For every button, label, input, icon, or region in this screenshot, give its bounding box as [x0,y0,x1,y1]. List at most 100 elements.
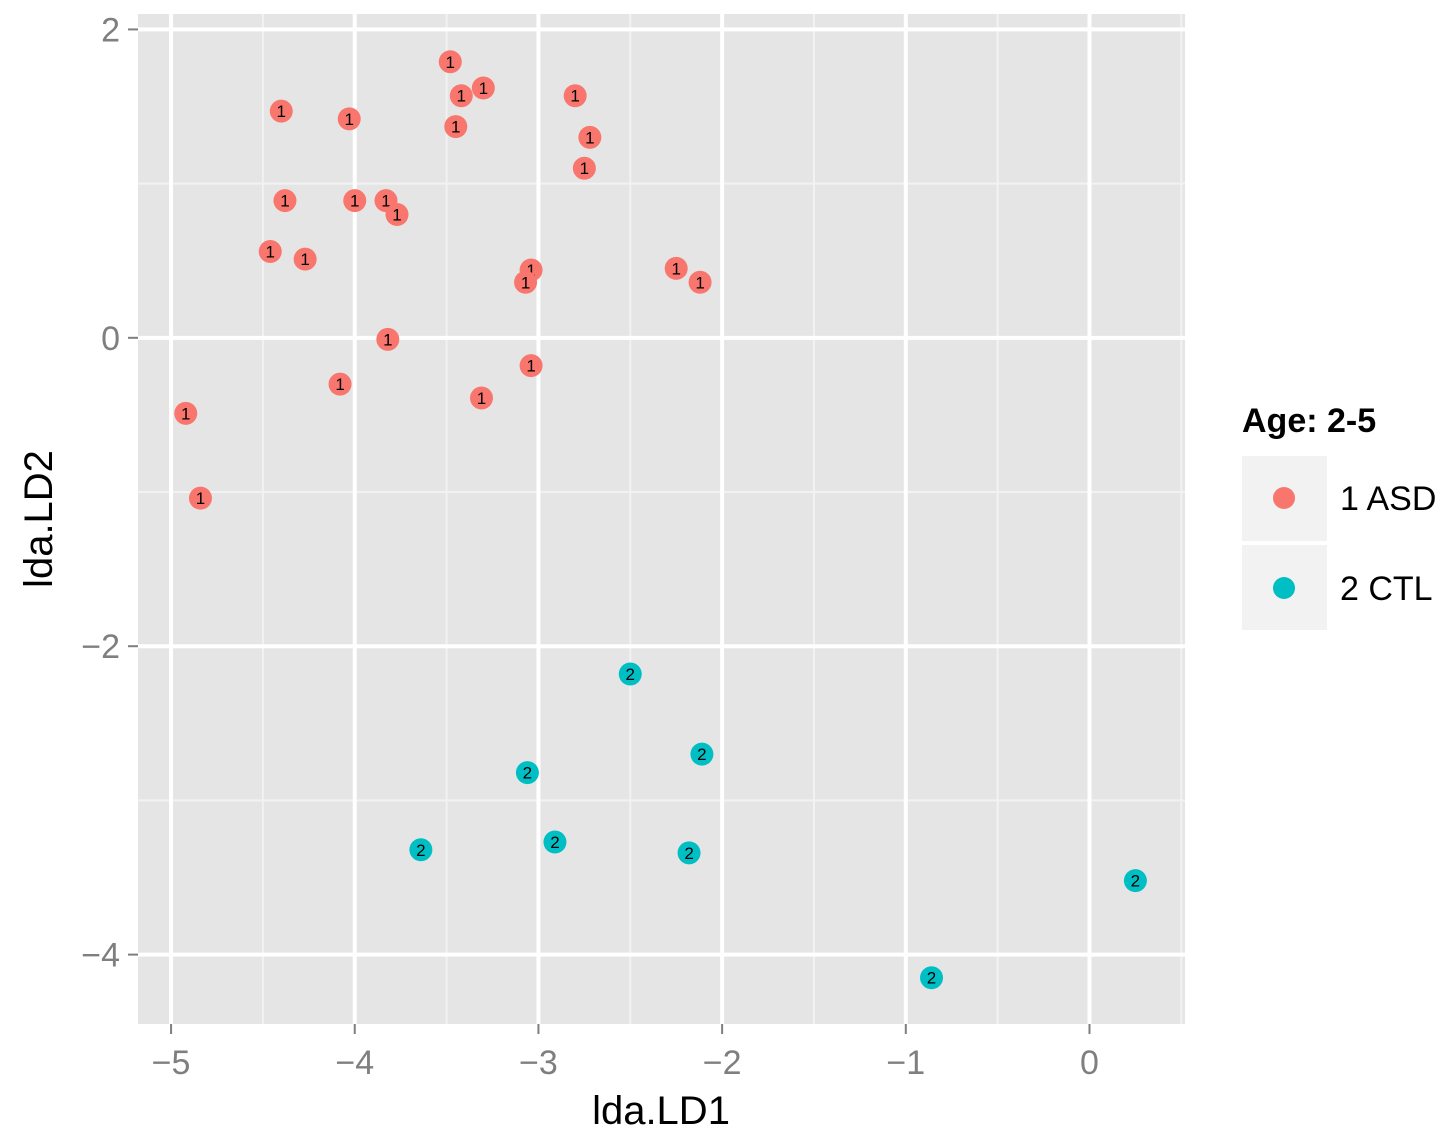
data-point-marker [1123,869,1147,893]
data-point: 1 [385,202,409,226]
data-point-label: 1 [392,205,401,224]
data-point-label: 1 [585,128,594,147]
data-point: 1 [188,486,212,510]
data-point-label: 1 [695,273,704,292]
data-point-marker [293,247,317,271]
data-point-label: 1 [526,261,535,280]
minor-gridlines [138,14,1185,1024]
data-point-label: 1 [335,375,344,394]
data-point-label: 1 [181,404,190,423]
data-point: 2 [677,841,701,865]
data-point: 1 [438,50,462,74]
data-point-marker [188,486,212,510]
data-point-marker [688,270,712,294]
data-point-marker [618,662,642,686]
data-point-marker [519,354,543,378]
data-point: 1 [563,84,587,108]
data-point: 1 [688,270,712,294]
data-point: 2 [543,830,567,854]
data-point: 1 [578,125,602,149]
data-point-label: 2 [697,745,706,764]
x-tick-label: −3 [519,1044,558,1082]
y-axis-title: lda.LD2 [17,450,61,588]
data-point: 2 [920,966,944,990]
legend-key-asd [1273,487,1295,509]
legend-title: Age: 2-5 [1242,402,1376,440]
y-tick-label: −4 [81,937,120,975]
y-tick-label: 2 [101,11,120,49]
plot-panel [138,14,1185,1024]
data-point-label: 1 [266,242,275,261]
legend: Age: 2-5 1 ASD 2 CTL [1242,402,1436,630]
data-point-label: 1 [479,79,488,98]
x-tick-label: −4 [335,1044,374,1082]
data-point: 1 [269,99,293,123]
data-point: 1 [444,115,468,139]
data-point: 1 [572,156,596,180]
x-axis-title: lda.LD1 [592,1089,730,1132]
data-point-marker [444,115,468,139]
data-point-label: 1 [196,489,205,508]
major-gridlines [138,14,1185,1024]
data-point: 1 [258,239,282,263]
data-point-marker [337,107,361,131]
data-point-marker [578,125,602,149]
data-point-marker [376,327,400,351]
data-point: 1 [664,256,688,280]
data-point: 2 [409,838,433,862]
data-point-label: 1 [570,87,579,106]
data-point-label: 1 [280,192,289,211]
data-point-marker [515,761,539,785]
data-point-marker [514,270,538,294]
data-point-label: 2 [684,844,693,863]
data-point: 1 [376,327,400,351]
data-point-label: 1 [580,159,589,178]
data-point-marker [385,202,409,226]
data-point-label: 1 [345,110,354,129]
data-point: 2 [515,761,539,785]
x-tick-label: −2 [703,1044,742,1082]
data-point-marker [174,401,198,425]
y-tick-label: −2 [81,628,120,666]
data-point-marker [258,239,282,263]
data-point: 1 [514,270,538,294]
data-point-label: 1 [446,53,455,72]
data-point-label: 1 [671,259,680,278]
data-point: 2 [618,662,642,686]
data-point-marker [690,742,714,766]
x-tick-label: −5 [152,1044,191,1082]
data-point-marker [920,966,944,990]
data-point-label: 1 [383,330,392,349]
data-point: 1 [293,247,317,271]
data-point-label: 2 [416,841,425,860]
data-point-marker [438,50,462,74]
data-point-label: 2 [550,833,559,852]
data-point-label: 1 [381,192,390,211]
data-point-marker [409,838,433,862]
data-point: 1 [469,386,493,410]
data-point-marker [269,99,293,123]
data-point: 1 [471,76,495,100]
data-point: 1 [174,401,198,425]
data-point: 1 [343,189,367,213]
data-point-label: 2 [927,969,936,988]
data-point-label: 2 [1131,872,1140,891]
data-point-marker [469,386,493,410]
data-point-marker [328,372,352,396]
data-point: 1 [519,354,543,378]
data-point-marker [449,84,473,108]
x-tick-label: 0 [1080,1044,1099,1082]
data-point-label: 1 [451,118,460,137]
legend-label-ctl: 2 CTL [1340,570,1433,608]
axis-ticks: −5 −4 −3 −2 −1 0 −4 −2 0 2 [81,11,1099,1082]
data-point-label: 2 [523,764,532,783]
data-point-marker [543,830,567,854]
data-point-marker [471,76,495,100]
data-point-label: 1 [350,192,359,211]
data-point: 1 [449,84,473,108]
data-point-marker [664,256,688,280]
data-point-label: 1 [457,87,466,106]
data-point-marker [273,189,297,213]
